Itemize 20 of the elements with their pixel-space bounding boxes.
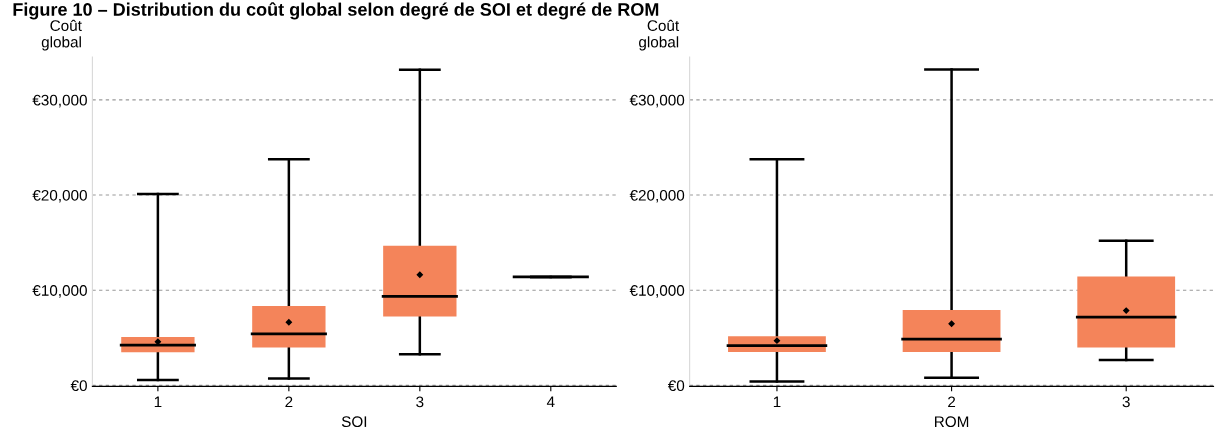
y-tick-label: €10,000 xyxy=(32,285,87,298)
y-tick-label: €10,000 xyxy=(629,285,685,298)
x-tick-label: 2 xyxy=(285,396,293,408)
y-tick-label: €0 xyxy=(70,380,87,392)
x-tick-label: 3 xyxy=(416,396,424,408)
x-axis-title: ROM xyxy=(935,416,969,428)
x-tick-label: 2 xyxy=(948,396,956,408)
y-axis-title: Coût global xyxy=(639,19,680,51)
y-axis-title: Coût global xyxy=(41,19,82,51)
x-axis-title: SOI xyxy=(341,416,367,428)
y-tick-label: €30,000 xyxy=(32,94,87,108)
x-tick-label: 1 xyxy=(773,396,781,408)
x-tick-label: 3 xyxy=(1122,396,1130,408)
x-tick-label: 1 xyxy=(154,396,162,408)
chart-title: Figure 10 – Distribution du coût global selon degré de SOI et degré de ROM xyxy=(13,2,659,20)
y-tick-label: €0 xyxy=(667,380,685,392)
y-tick-label: €20,000 xyxy=(629,189,685,203)
x-tick-label: 4 xyxy=(546,396,555,408)
y-tick-label: €30,000 xyxy=(629,94,685,108)
y-tick-label: €20,000 xyxy=(32,189,87,203)
